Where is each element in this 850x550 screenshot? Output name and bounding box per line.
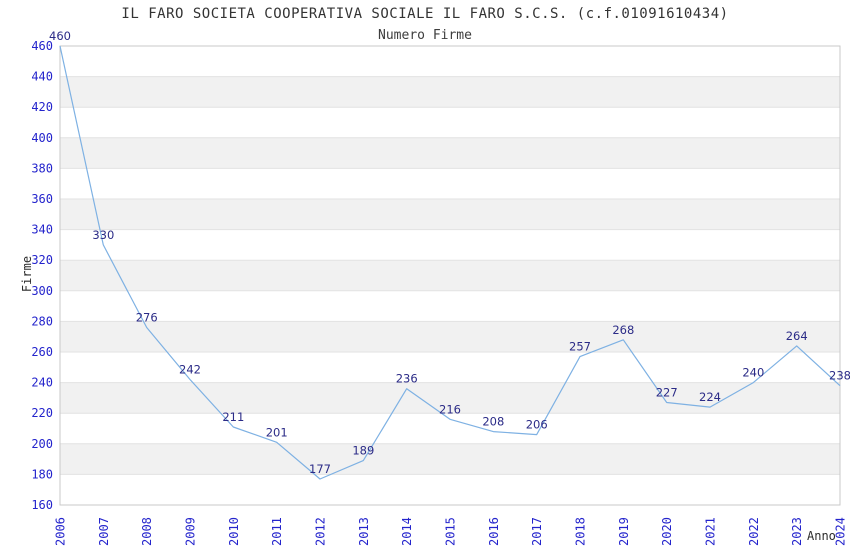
x-tick-label: 2020 xyxy=(660,517,674,546)
chart-subtitle: Numero Firme xyxy=(378,28,472,43)
point-label: 208 xyxy=(482,415,504,429)
y-tick-label: 200 xyxy=(31,437,53,451)
point-label: 206 xyxy=(526,418,548,432)
point-label: 238 xyxy=(829,369,850,383)
plot-band xyxy=(60,76,840,108)
point-label: 236 xyxy=(396,372,418,386)
point-label: 330 xyxy=(92,228,114,242)
y-tick-label: 320 xyxy=(31,253,53,267)
x-tick-label: 2024 xyxy=(834,517,848,546)
x-tick-label: 2010 xyxy=(227,517,241,546)
x-axis-title: Anno xyxy=(807,529,836,543)
y-tick-label: 180 xyxy=(31,467,53,481)
point-label: 224 xyxy=(699,390,721,404)
x-tick-label: 2021 xyxy=(704,517,718,546)
x-tick-label: 2007 xyxy=(97,517,111,546)
point-label: 264 xyxy=(786,329,808,343)
point-label: 276 xyxy=(136,311,158,325)
x-tick-label: 2016 xyxy=(487,517,501,546)
plot-band xyxy=(60,199,840,230)
x-tick-label: 2014 xyxy=(400,517,414,546)
x-tick-label: 2019 xyxy=(617,517,631,546)
point-label: 242 xyxy=(179,363,201,377)
x-tick-label: 2017 xyxy=(530,517,544,546)
y-tick-label: 400 xyxy=(31,131,53,145)
x-tick-label: 2012 xyxy=(314,517,328,546)
point-label: 211 xyxy=(222,410,244,424)
point-label: 201 xyxy=(266,425,288,439)
y-tick-label: 460 xyxy=(31,39,53,53)
x-tick-label: 2006 xyxy=(54,517,68,546)
point-label: 460 xyxy=(49,29,71,43)
plot-band xyxy=(60,382,840,414)
plot-band xyxy=(60,137,840,169)
point-label: 240 xyxy=(742,366,764,380)
point-label: 177 xyxy=(309,462,331,476)
x-tick-label: 2023 xyxy=(790,517,804,546)
x-tick-label: 2009 xyxy=(184,517,198,546)
y-tick-label: 280 xyxy=(31,314,53,328)
y-axis-title: Firme xyxy=(20,255,34,293)
plot-band xyxy=(60,443,840,475)
chart-title: IL FARO SOCIETA COOPERATIVA SOCIALE IL F… xyxy=(121,6,729,22)
y-tick-label: 220 xyxy=(31,406,53,420)
plot-border xyxy=(59,45,841,506)
point-label: 257 xyxy=(569,340,591,354)
y-tick-label: 440 xyxy=(31,70,53,84)
plot-band xyxy=(60,321,840,352)
point-label: 227 xyxy=(656,385,678,399)
x-tick-label: 2011 xyxy=(270,517,284,546)
series-line xyxy=(59,45,841,480)
y-tick-label: 300 xyxy=(31,284,53,298)
x-tick-label: 2013 xyxy=(357,517,371,546)
x-tick-label: 2008 xyxy=(140,517,154,546)
point-label: 189 xyxy=(352,444,374,458)
point-label: 216 xyxy=(439,402,461,416)
x-tick-label: 2022 xyxy=(747,517,761,546)
y-tick-label: 380 xyxy=(31,161,53,175)
x-tick-label: 2015 xyxy=(444,517,458,546)
point-label: 268 xyxy=(612,323,634,337)
y-tick-label: 260 xyxy=(31,345,53,359)
y-tick-label: 360 xyxy=(31,192,53,206)
y-tick-label: 160 xyxy=(31,498,53,512)
y-tick-label: 240 xyxy=(31,376,53,390)
y-tick-label: 420 xyxy=(31,100,53,114)
plot-band xyxy=(60,260,840,291)
x-tick-label: 2018 xyxy=(574,517,588,546)
y-tick-label: 340 xyxy=(31,223,53,237)
